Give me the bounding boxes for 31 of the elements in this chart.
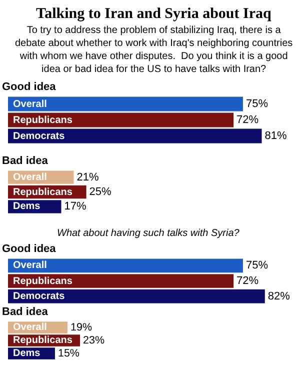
y-tick-label: Overall	[13, 322, 48, 333]
data-label: 17%	[64, 200, 86, 213]
y-tick-label: Republicans	[13, 187, 73, 198]
data-label: 25%	[89, 186, 112, 198]
data-label: 72%	[236, 114, 259, 126]
y-tick-label: Dems	[13, 201, 41, 212]
y-tick-label: Dems	[13, 348, 41, 359]
text: What about having such talks with Syria?	[57, 228, 240, 239]
chart-title: Bad idea	[2, 155, 49, 167]
data-label: 75%	[246, 260, 268, 272]
y-tick-label: Republicans	[13, 115, 73, 126]
data-label: 15%	[58, 347, 80, 360]
chart-title: Good idea	[2, 243, 57, 255]
data-label: 19%	[70, 321, 92, 334]
data-label: 21%	[76, 171, 100, 184]
data-label: 72%	[236, 275, 259, 287]
data-label: 75%	[246, 98, 268, 110]
data-label: 81%	[264, 130, 287, 142]
y-tick-label: Democrats	[13, 131, 66, 142]
y-tick-label: Overall	[13, 99, 48, 110]
y-tick-label: Republicans	[13, 335, 73, 346]
chart-title: Bad idea	[2, 306, 49, 318]
chart-title: Good idea	[2, 81, 57, 93]
text: To try to address the problem of stabilizing Iraq, there is a debate about whether to work with Iraq's neighboring countries with whom we have other disputes. Do you think it is a good idea or bad idea for the US to have talks with Iran?	[15, 25, 293, 75]
data-label: 23%	[83, 334, 105, 346]
y-tick-label: Overall	[13, 172, 48, 183]
y-tick-label: Overall	[13, 260, 48, 271]
y-tick-label: Republicans	[13, 276, 73, 287]
text: Talking to Iran and Syria about Iraq	[36, 6, 272, 22]
y-tick-label: Democrats	[13, 291, 66, 302]
data-label: 82%	[268, 290, 290, 302]
